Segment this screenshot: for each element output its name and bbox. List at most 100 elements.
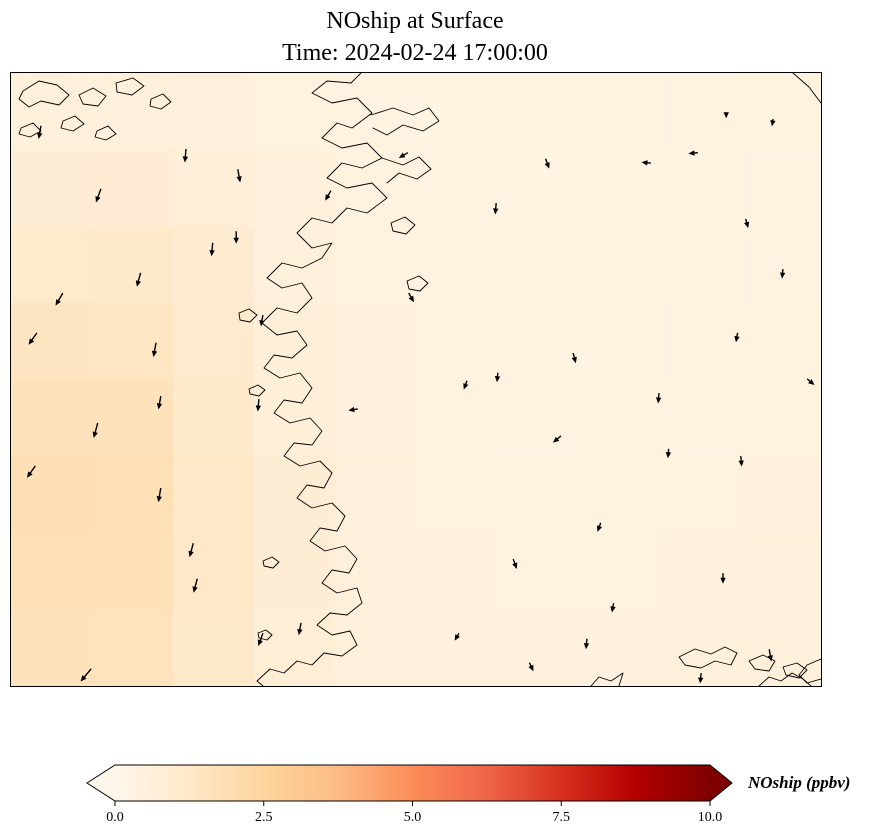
heatmap-cell — [416, 609, 498, 686]
wind-arrow — [255, 399, 262, 412]
heatmap-cell — [659, 456, 741, 534]
wind-arrow — [398, 152, 409, 158]
heatmap-cell — [659, 379, 741, 457]
wind-arrow — [596, 522, 603, 532]
wind-arrow — [688, 150, 698, 156]
heatmap-cell — [254, 302, 336, 381]
heatmap-cell — [173, 379, 255, 457]
chart-title: NOship at Surface — [326, 8, 504, 34]
heatmap-cell — [173, 302, 255, 381]
wind-arrow — [544, 158, 550, 169]
heatmap-cell — [11, 609, 93, 686]
heatmap-cell — [335, 379, 417, 457]
wind-arrow — [493, 202, 499, 215]
coastline-main — [256, 73, 388, 686]
wind-arrow — [156, 395, 163, 410]
concentration-heatmap — [11, 73, 821, 686]
heatmap-cell — [659, 226, 741, 304]
colorbar-tick-label: 2.5 — [255, 810, 273, 825]
island-coastal — [390, 216, 416, 235]
colorbar-tick-label: 0.0 — [106, 810, 124, 825]
wind-arrow — [151, 342, 158, 357]
heatmap-cell — [497, 226, 579, 304]
wind-arrow — [233, 231, 239, 244]
heatmap-cell — [11, 532, 93, 611]
island-northwest — [78, 87, 107, 107]
island-northwest — [18, 122, 42, 138]
wind-vector-layer — [26, 112, 815, 684]
wind-arrow — [156, 487, 162, 503]
wind-arrow — [80, 668, 92, 682]
wind-arrow — [297, 622, 303, 636]
heatmap-cell — [578, 456, 660, 534]
heatmap-cell — [173, 226, 255, 304]
heatmap-cell — [173, 73, 255, 151]
heatmap-cell — [254, 379, 336, 457]
heatmap-cell — [659, 532, 741, 611]
wind-arrow — [655, 392, 662, 404]
wind-arrow — [720, 573, 726, 584]
wind-arrow — [95, 188, 102, 203]
heatmap-cell — [173, 609, 255, 686]
heatmap-cell — [11, 149, 93, 227]
heatmap-cell — [335, 226, 417, 304]
heatmap-cell — [416, 532, 498, 611]
island-northwest — [149, 93, 172, 110]
wind-arrow — [26, 465, 36, 478]
heatmap-cell — [740, 226, 821, 304]
wind-arrow — [770, 118, 776, 127]
heatmap-cell — [92, 149, 174, 227]
wind-arrow — [348, 406, 358, 413]
island-coastal — [262, 556, 280, 569]
heatmap-cell — [497, 379, 579, 457]
heatmap-cell — [740, 532, 821, 611]
wind-arrow — [463, 380, 469, 390]
heatmap-cell — [659, 73, 741, 151]
wind-arrow — [571, 352, 577, 364]
island-coastal — [257, 629, 273, 641]
coastline-layer — [18, 73, 821, 686]
heatmap-cell — [740, 302, 821, 381]
island-northwest — [115, 77, 145, 96]
colorbar-label: NOship (ppbv) — [747, 773, 850, 792]
island-southeast — [678, 646, 738, 669]
colorbar-tick-labels: 0.0 2.5 5.0 7.5 10.0 — [106, 810, 722, 825]
heatmap-cell — [11, 73, 93, 151]
heatmap-cell — [11, 456, 93, 534]
chart-subtitle: Time: 2024-02-24 17:00:00 — [282, 39, 548, 66]
coastline-estuary — [370, 107, 440, 136]
wind-arrow — [641, 160, 651, 166]
heatmap-cell — [578, 532, 660, 611]
wind-arrow — [743, 218, 750, 229]
heatmap-cell — [254, 532, 336, 611]
wind-arrow — [734, 332, 740, 343]
heatmap-cell — [92, 609, 174, 686]
wind-arrow — [723, 112, 729, 119]
heatmap-cell — [335, 456, 417, 534]
wind-arrow — [528, 662, 534, 672]
heatmap-cell — [416, 379, 498, 457]
coastline-northeast-corner — [792, 73, 821, 104]
heatmap-cell — [335, 149, 417, 227]
wind-arrow — [738, 456, 744, 467]
heatmap-cell — [740, 379, 821, 457]
heatmap-cell — [92, 532, 174, 611]
coastline-inlet — [381, 156, 432, 184]
heatmap-cell — [254, 609, 336, 686]
heatmap-cell — [11, 379, 93, 457]
heatmap-cell — [740, 73, 821, 151]
wind-arrow — [454, 632, 460, 641]
heatmap-cell — [92, 379, 174, 457]
heatmap-cell — [335, 609, 417, 686]
heatmap-cell — [497, 532, 579, 611]
wind-arrow — [583, 638, 590, 650]
map-panel — [10, 72, 822, 687]
heatmap-cell — [173, 532, 255, 611]
wind-arrow — [209, 242, 215, 257]
colorbar — [86, 764, 733, 802]
island-southeast — [782, 662, 808, 679]
island-northwest — [94, 125, 117, 141]
heatmap-cell — [497, 609, 579, 686]
heatmap-cell — [173, 149, 255, 227]
